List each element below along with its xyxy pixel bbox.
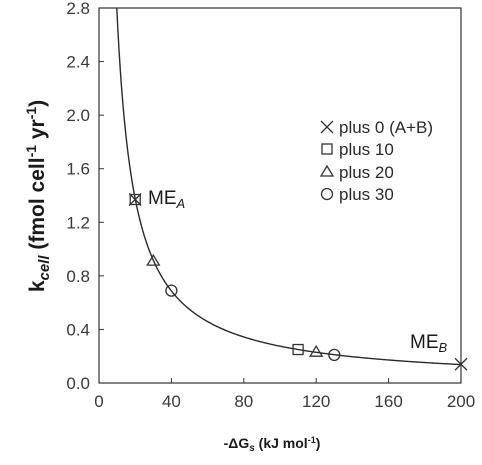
y-tick-label: 1.2 (66, 213, 90, 232)
x-tick-label: 0 (94, 392, 103, 411)
y-tick-label: 0.4 (66, 320, 90, 339)
x-tick-label: 40 (162, 392, 181, 411)
marker-circle (328, 348, 341, 362)
y-tick-label: 2.8 (66, 0, 90, 18)
y-axis-title: kcell (fmol cell-1 yr-1) (23, 100, 53, 292)
marker-circle (165, 284, 178, 297)
legend-marker-circle (320, 187, 334, 201)
fit-curve (116, 7, 462, 366)
annotation-me-b: MEB (410, 332, 448, 355)
y-axis-ticks: 0.0 0.4 0.8 1.2 1.6 2.0 2.4 2.8 (66, 0, 104, 393)
marker-square (129, 193, 141, 206)
legend-label-plus-20: plus 20 (339, 163, 394, 182)
y-tick-label: 2.4 (66, 53, 90, 72)
plot-frame (98, 7, 462, 384)
legend-marker-triangle (319, 164, 335, 177)
y-tick-label: 0.0 (66, 374, 90, 393)
x-tick-label: 80 (234, 392, 253, 411)
fit-curve-layer (116, 7, 462, 366)
annotation-me-a: MEA (148, 188, 185, 211)
legend-label-plus-10: plus 10 (339, 140, 394, 159)
legend: plus 0 (A+B) plus 10 plus 20 plus 30 (319, 118, 433, 204)
y-tick-label: 2.0 (66, 106, 90, 125)
legend-label-plus-30: plus 30 (339, 185, 394, 204)
legend-marker-x (320, 120, 334, 134)
marker-x (128, 193, 142, 206)
legend-marker-square (321, 143, 333, 155)
x-axis-title: -ΔGs (kJ mol-1) (224, 435, 321, 454)
marker-triangle (146, 253, 161, 266)
x-tick-label: 120 (302, 392, 330, 411)
y-tick-label: 1.6 (66, 160, 90, 179)
x-tick-label: 200 (447, 392, 475, 411)
marker-square (292, 343, 304, 356)
data-markers (128, 193, 468, 371)
y-tick-label: 0.8 (66, 267, 90, 286)
x-tick-label: 160 (374, 392, 402, 411)
marker-triangle (309, 344, 324, 357)
legend-label-plus-0: plus 0 (A+B) (339, 118, 433, 137)
x-axis-ticks: 0 40 80 120 160 200 (94, 378, 475, 411)
